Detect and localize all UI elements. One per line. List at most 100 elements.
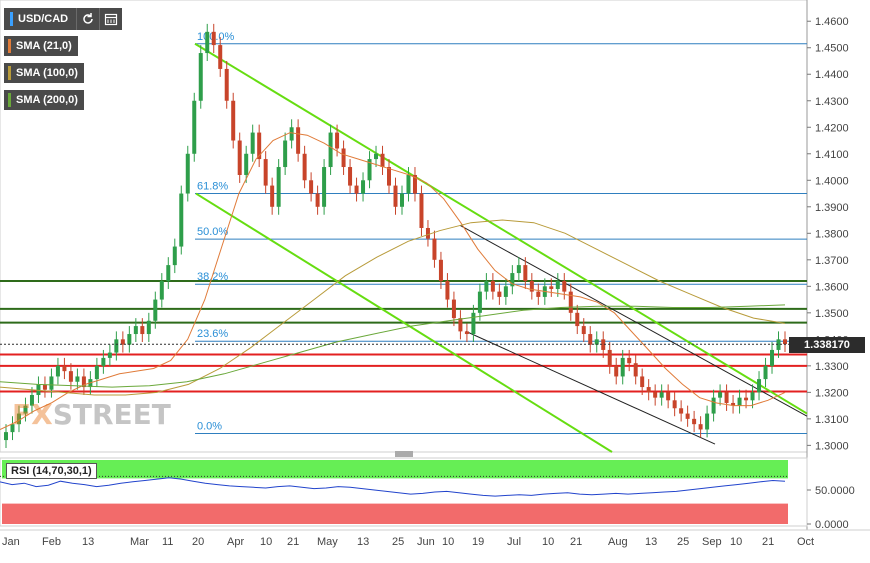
x-tick-label: 13: [357, 536, 369, 548]
candle-body: [348, 167, 353, 186]
candle-body: [367, 159, 372, 181]
symbol-button[interactable]: USD/CAD: [4, 8, 76, 30]
candle-body: [361, 180, 366, 194]
x-tick-label: Sep: [702, 536, 722, 548]
candle-body: [731, 402, 736, 406]
candle-body: [562, 281, 567, 292]
candle-body: [627, 357, 632, 364]
candle-body: [335, 132, 340, 149]
candle-body: [211, 31, 216, 46]
x-tick-label: 10: [260, 536, 272, 548]
candle-body: [620, 357, 625, 377]
candle-body: [581, 326, 586, 335]
candle-body: [16, 413, 21, 425]
y-tick-label: 1.4000: [815, 175, 849, 187]
candle-body: [575, 312, 580, 327]
calendar-icon[interactable]: [99, 8, 122, 30]
legend-sma100[interactable]: SMA (100,0): [4, 63, 84, 83]
green-channel-lower: [195, 192, 613, 453]
x-tick-label: 20: [192, 536, 204, 548]
fib-label: 38.2%: [197, 271, 228, 283]
candle-body: [497, 291, 502, 297]
candle-body: [393, 185, 398, 207]
candle-body: [302, 153, 307, 181]
rsi-tick-label: 50.0000: [815, 485, 855, 497]
x-tick-label: 11: [162, 536, 173, 548]
black-channel-lower: [465, 330, 716, 445]
candle-body: [198, 53, 203, 101]
candle-body: [270, 185, 275, 207]
y-tick-label: 1.4600: [815, 16, 849, 28]
candle-body: [159, 281, 164, 300]
candle-body: [529, 281, 534, 292]
candle-body: [458, 318, 463, 332]
candle-body: [451, 299, 456, 319]
x-tick-label: 21: [287, 536, 299, 548]
candle-body: [640, 376, 645, 388]
candle-body: [166, 265, 171, 282]
y-tick-label: 1.3600: [815, 281, 849, 293]
candle-body: [146, 320, 151, 335]
candle-body: [36, 384, 41, 396]
candle-body: [341, 148, 346, 168]
candle-body: [224, 68, 229, 101]
candle-body: [653, 392, 658, 398]
sma200-line: [0, 304, 786, 388]
candle-body: [484, 281, 489, 292]
refresh-icon[interactable]: [76, 8, 99, 30]
x-tick-label: Apr: [227, 536, 244, 548]
x-tick-label: Jan: [2, 536, 20, 548]
candle-body: [692, 418, 697, 425]
candle-body: [387, 167, 392, 186]
candle-body: [763, 365, 768, 380]
y-tick-label: 1.4100: [815, 149, 849, 161]
candle-body: [257, 132, 262, 160]
sma100-line: [0, 219, 786, 396]
candle-body: [328, 132, 333, 168]
y-tick-label: 1.3000: [815, 440, 849, 452]
candle-body: [107, 352, 112, 358]
candle-body: [179, 193, 184, 247]
candle-body: [438, 259, 443, 282]
candle-body: [62, 365, 67, 372]
legend-sma200[interactable]: SMA (200,0): [4, 90, 84, 110]
x-tick-label: May: [317, 536, 338, 548]
x-tick-label: 13: [645, 536, 657, 548]
candle-body: [237, 140, 242, 175]
rsi-label[interactable]: RSI (14,70,30,1): [6, 463, 97, 479]
candle-body: [698, 424, 703, 430]
candle-body: [55, 365, 60, 377]
candle-body: [757, 379, 762, 393]
rsi-line: [0, 477, 786, 497]
candle-body: [101, 357, 106, 366]
candle-body: [399, 193, 404, 207]
candle-body: [536, 291, 541, 297]
candle-body: [140, 326, 145, 335]
pane-resize-handle[interactable]: [395, 451, 413, 457]
candle-body: [10, 424, 15, 433]
legend-sma21[interactable]: SMA (21,0): [4, 36, 78, 56]
candle-body: [705, 413, 710, 430]
y-tick-label: 1.3200: [815, 387, 849, 399]
candle-body: [685, 413, 690, 419]
candle-body: [231, 100, 236, 141]
symbol-toolbar: USD/CAD: [4, 8, 123, 30]
candle-body: [633, 363, 638, 377]
candle-body: [425, 228, 430, 239]
legend-sma100-swatch: [8, 66, 11, 80]
x-tick-label: 25: [392, 536, 404, 548]
candle-body: [471, 312, 476, 335]
watermark-prefix: FX: [12, 398, 53, 431]
candle-body: [510, 273, 515, 287]
candle-body: [412, 174, 417, 194]
fib-label: 100.0%: [197, 31, 235, 43]
candle-body: [445, 281, 450, 300]
candle-body: [711, 397, 716, 414]
x-tick-label: 21: [570, 536, 582, 548]
candle-body: [568, 291, 573, 313]
candle-body: [419, 193, 424, 228]
candle-body: [776, 339, 781, 350]
fib-label: 23.6%: [197, 328, 228, 340]
candle-body: [296, 127, 301, 154]
